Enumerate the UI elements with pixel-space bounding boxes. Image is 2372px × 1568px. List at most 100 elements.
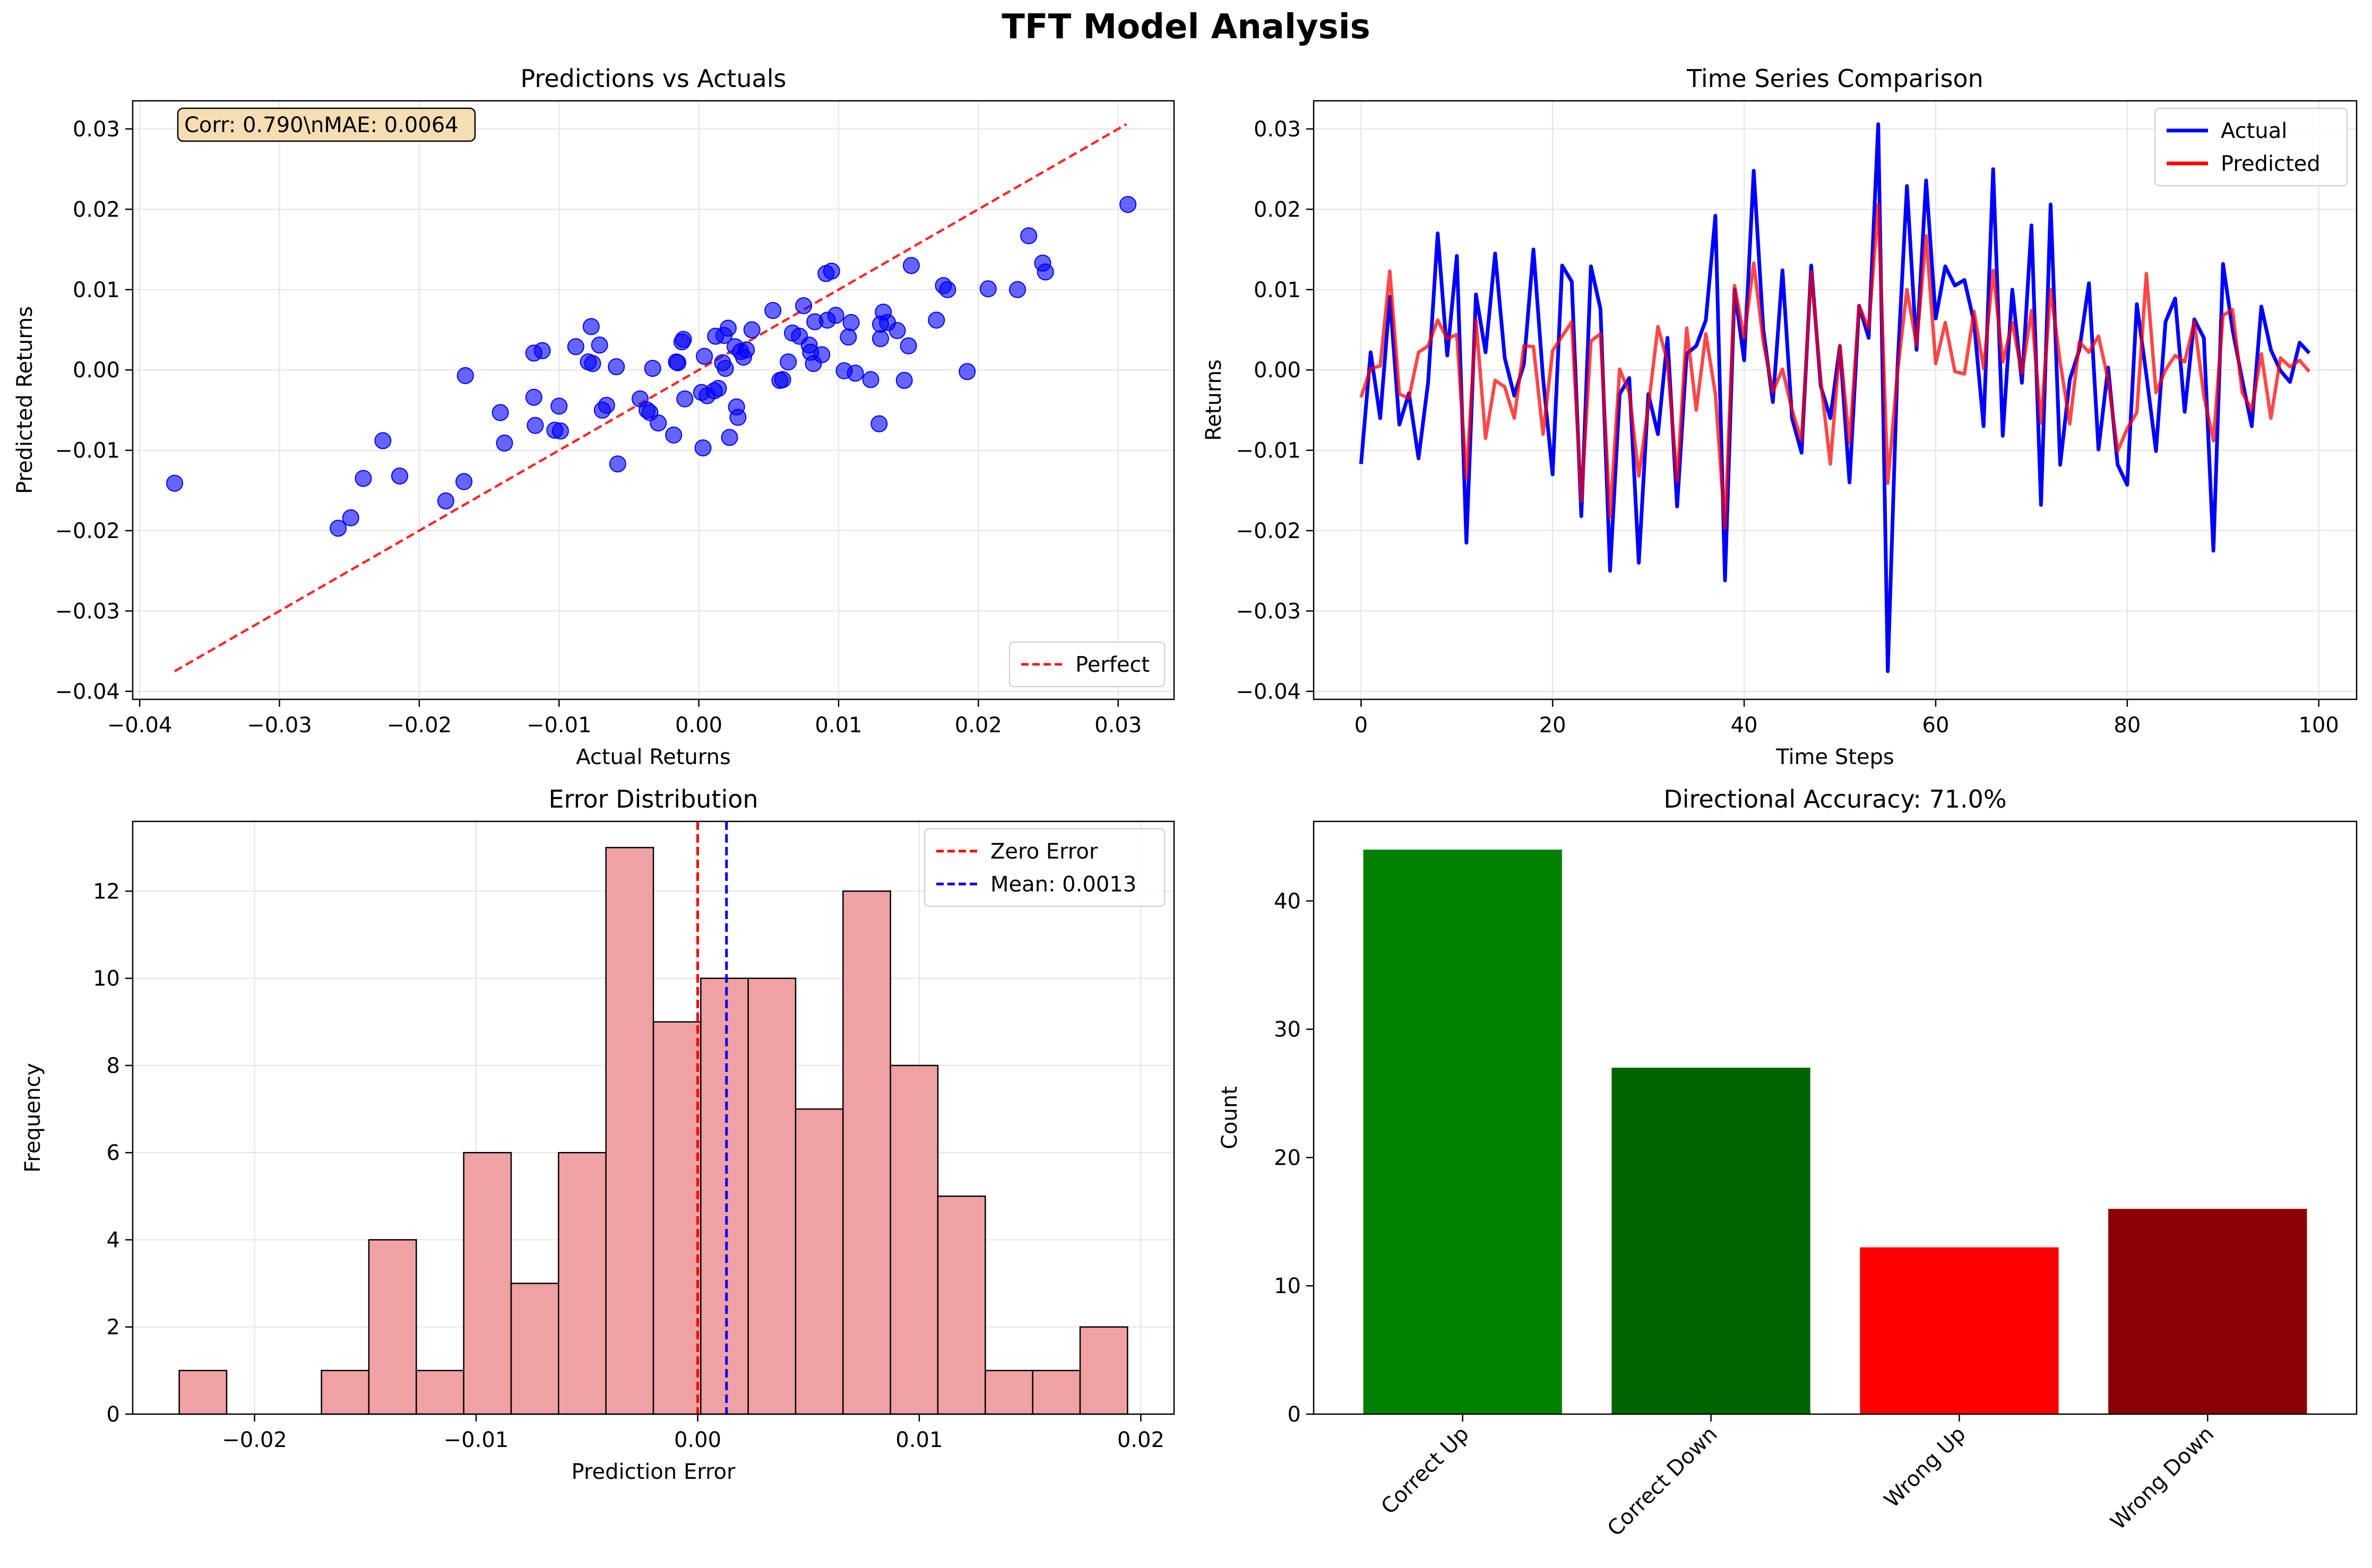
scatter-point bbox=[551, 422, 569, 440]
x-tick-label: 40 bbox=[1731, 713, 1758, 738]
x-tick-label: 60 bbox=[1922, 713, 1950, 738]
scatter-point bbox=[609, 455, 626, 473]
histogram-xlabel: Prediction Error bbox=[572, 1460, 736, 1484]
scatter-point bbox=[455, 473, 473, 490]
x-tick-label: Wrong Up bbox=[1879, 1422, 1970, 1513]
scatter-point bbox=[717, 360, 734, 377]
scatter-point bbox=[959, 363, 976, 380]
y-tick-label: 0.02 bbox=[1254, 197, 1301, 222]
x-tick-label: 0.00 bbox=[675, 713, 722, 738]
y-tick-label: 2 bbox=[107, 1315, 120, 1340]
legend-box bbox=[924, 828, 1165, 907]
scatter-point bbox=[496, 435, 513, 452]
legend-box bbox=[1009, 642, 1165, 687]
series-line-predicted bbox=[1359, 203, 2311, 530]
scatter-xlabel: Actual Returns bbox=[576, 745, 731, 769]
scatter-point bbox=[355, 470, 372, 487]
scatter-point bbox=[1119, 196, 1137, 213]
scatter-point bbox=[525, 388, 542, 406]
histogram-bar bbox=[1079, 1326, 1128, 1415]
y-tick-label: −0.01 bbox=[55, 439, 120, 463]
y-tick-label: 0.00 bbox=[1254, 358, 1301, 383]
scatter-ylabel: Predicted Returns bbox=[13, 306, 37, 494]
histogram-bar bbox=[985, 1370, 1033, 1415]
x-tick-label: Correct Down bbox=[1603, 1422, 1722, 1541]
timeseries-title: Time Series Comparison bbox=[1686, 64, 1983, 93]
y-tick-label: 0 bbox=[107, 1402, 120, 1427]
scatter-point bbox=[847, 365, 864, 382]
x-tick-label: 0.03 bbox=[1094, 713, 1142, 738]
axes-frame bbox=[1313, 820, 2358, 1415]
x-tick-label: 0 bbox=[1355, 713, 1368, 738]
histogram-bar bbox=[795, 1108, 844, 1415]
scatter-point bbox=[669, 354, 687, 371]
histogram-bar bbox=[558, 1151, 607, 1415]
scatter-title: Predictions vs Actuals bbox=[521, 64, 787, 93]
y-tick-label: 6 bbox=[107, 1141, 120, 1165]
histogram-bar bbox=[890, 1064, 939, 1415]
scatter-point bbox=[827, 307, 844, 324]
x-tick-label: 0.00 bbox=[674, 1428, 721, 1452]
timeseries-axes: Time Series Comparison −0.04 −0.03 −0.02 −0.… bbox=[1202, 64, 2358, 769]
y-tick-label: 12 bbox=[93, 879, 120, 904]
histogram-axes: Error Distribution 0 2 4 6 8 10 12 −0.02 −0.01 0.0… bbox=[21, 785, 1175, 1484]
x-tick-label: −0.02 bbox=[387, 713, 452, 738]
scatter-point bbox=[710, 380, 727, 397]
scatter-point bbox=[764, 302, 782, 319]
scatter-point bbox=[650, 414, 667, 432]
scatter-point bbox=[902, 257, 920, 274]
scatter-point bbox=[608, 358, 625, 376]
histogram-bar bbox=[463, 1151, 512, 1415]
scatter-point bbox=[166, 474, 184, 492]
annotation-text: Corr: 0.790\nMAE: 0.0064 bbox=[184, 113, 459, 137]
histogram-title: Error Distribution bbox=[548, 785, 758, 813]
y-tick-label: 0.00 bbox=[73, 358, 120, 383]
timeseries-ylabel: Returns bbox=[1202, 359, 1226, 441]
histogram-bar bbox=[700, 977, 749, 1415]
scatter-point bbox=[1020, 227, 1038, 245]
y-tick-label: 40 bbox=[1274, 889, 1301, 914]
x-tick-label: Correct Up bbox=[1376, 1422, 1473, 1519]
scatter-point bbox=[870, 415, 888, 432]
scatter-point bbox=[872, 330, 889, 348]
scatter-point bbox=[456, 367, 474, 384]
scatter-point bbox=[591, 336, 608, 354]
legend-label: Zero Error bbox=[990, 839, 1098, 864]
y-tick-label: 30 bbox=[1274, 1018, 1301, 1042]
y-tick-label: 0 bbox=[1288, 1402, 1301, 1427]
histogram-bar bbox=[510, 1283, 559, 1415]
x-tick-label: −0.02 bbox=[222, 1428, 287, 1452]
timeseries-xlabel: Time Steps bbox=[1775, 745, 1894, 769]
legend-label: Actual bbox=[2221, 119, 2287, 143]
x-tick-label: 20 bbox=[1539, 713, 1566, 738]
scatter-point bbox=[823, 262, 840, 280]
y-tick-label: −0.04 bbox=[1236, 680, 1301, 704]
scatter-point bbox=[696, 348, 713, 365]
x-tick-label: −0.01 bbox=[527, 713, 592, 738]
scatter-point bbox=[1037, 263, 1054, 281]
histogram-bar bbox=[937, 1196, 986, 1415]
perfect-line bbox=[174, 123, 1127, 672]
x-tick-label: 0.02 bbox=[1117, 1428, 1165, 1452]
x-tick-label: Wrong Down bbox=[2106, 1422, 2219, 1535]
y-tick-label: 20 bbox=[1274, 1146, 1301, 1170]
x-tick-label: −0.04 bbox=[107, 713, 172, 738]
bar-correct-down bbox=[1611, 1068, 1810, 1414]
directional-axes: Directional Accuracy: 71.0% 0 10 20 30 40 Coun… bbox=[1218, 785, 2358, 1541]
scatter-point bbox=[729, 409, 747, 426]
scatter-point bbox=[889, 322, 906, 340]
scatter-point bbox=[527, 417, 544, 434]
y-tick-label: 4 bbox=[107, 1228, 120, 1252]
x-tick-label: −0.03 bbox=[247, 713, 312, 738]
y-tick-label: 10 bbox=[1274, 1274, 1301, 1298]
y-tick-label: 0.02 bbox=[73, 197, 120, 222]
y-tick-label: 0.03 bbox=[1254, 117, 1301, 142]
scatter-point bbox=[694, 439, 712, 457]
bar-correct-up bbox=[1363, 850, 1562, 1414]
histogram-bar bbox=[416, 1370, 464, 1415]
x-tick-label: 100 bbox=[2299, 713, 2339, 738]
legend-label: Mean: 0.0013 bbox=[990, 872, 1136, 897]
scatter-axes: Predictions vs Actuals −0.04 −0.03 −0.02 −0.… bbox=[13, 64, 1175, 769]
scatter-point bbox=[676, 390, 694, 408]
